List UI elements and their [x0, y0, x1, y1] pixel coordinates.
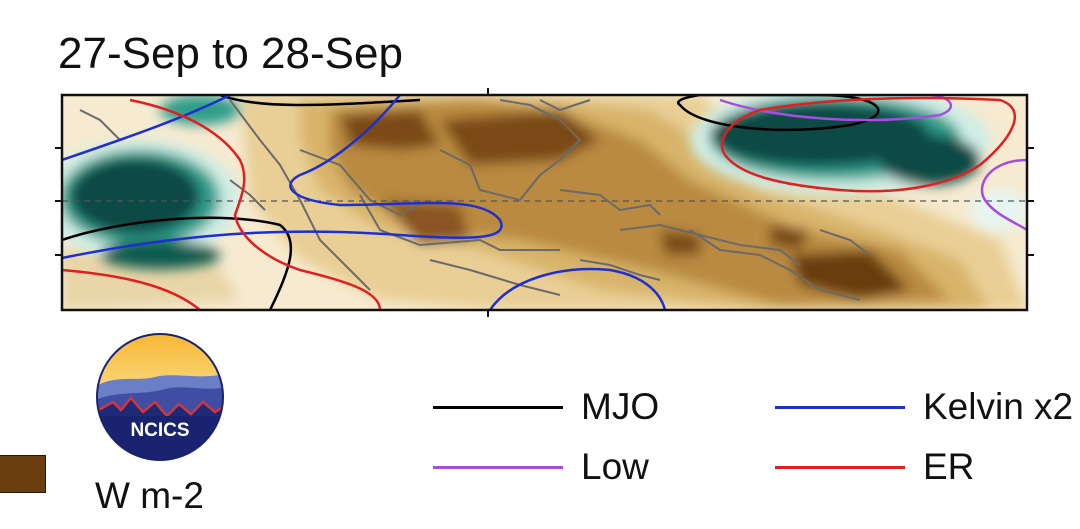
legend-line-mjo: [433, 405, 563, 409]
er-contours: [62, 96, 1017, 310]
units-label: W m-2: [95, 475, 204, 516]
low-contours: [719, 95, 1027, 232]
dry-anomaly-fill: [62, 95, 1027, 310]
coastlines: [79, 99, 871, 301]
ncics-logo: NCICS: [96, 333, 224, 461]
legend-label-er: ER: [923, 446, 975, 487]
legend-label-mjo: MJO: [581, 386, 660, 427]
mjo-contours: [62, 95, 880, 310]
legend-item-er: ER: [775, 445, 974, 489]
legend-label-kelvin: Kelvin x2: [923, 386, 1074, 427]
legend-item-kelvin: Kelvin x2: [775, 385, 1073, 429]
map-frame: [60, 93, 1029, 312]
colorbar-swatch: [0, 455, 46, 493]
map-title: 27-Sep to 28-Sep: [58, 29, 403, 78]
legend-line-low: [433, 465, 563, 469]
legend-line-er: [775, 465, 905, 469]
kelvin-contours: [62, 95, 667, 310]
wet-anomaly-fill: [62, 95, 1027, 269]
axis-ticks: [55, 88, 1034, 317]
logo-text: NCICS: [130, 420, 189, 441]
legend-label-low: Low: [581, 446, 649, 487]
legend-line-kelvin: [775, 405, 905, 409]
legend-item-low: Low: [433, 445, 649, 489]
legend-item-mjo: MJO: [433, 385, 659, 429]
